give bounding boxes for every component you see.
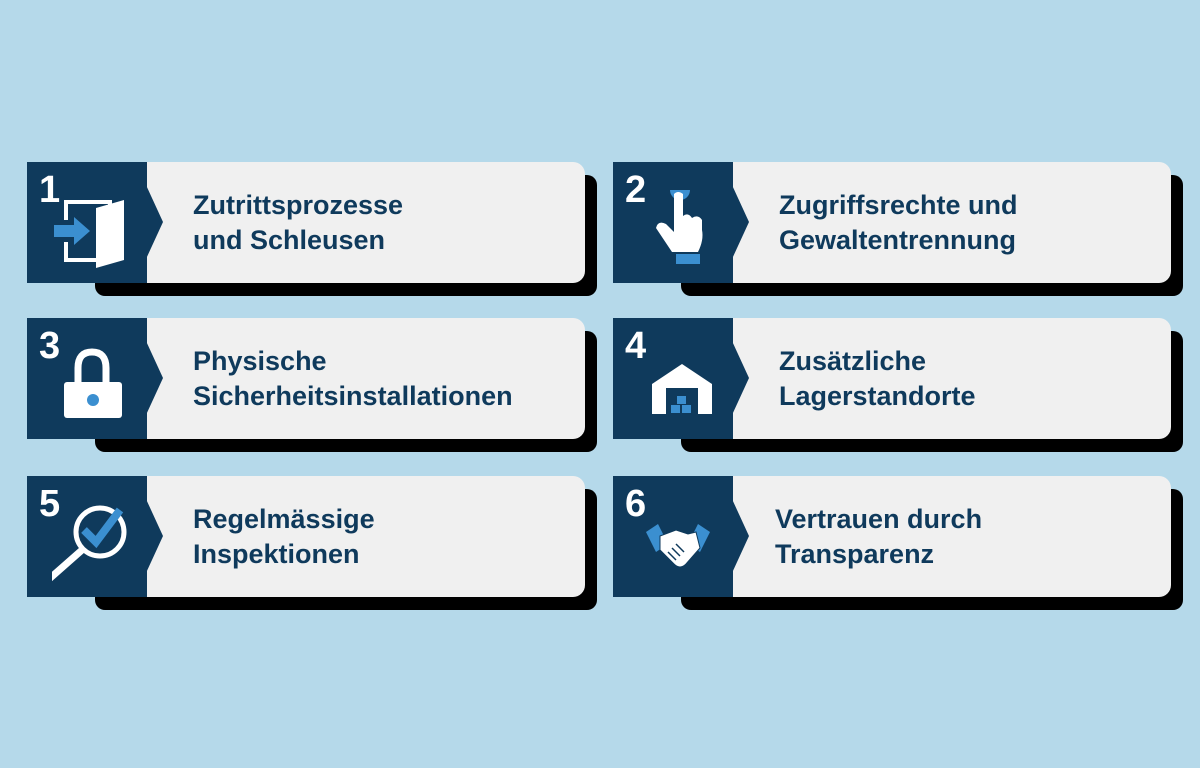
item-card-2: 2 Zugriffsrechte und Gewaltentrennung <box>613 162 1183 296</box>
item-number: 5 <box>39 483 61 525</box>
item-number: 6 <box>625 483 647 525</box>
pointing-hand-icon <box>656 190 703 264</box>
card-panel <box>147 162 585 283</box>
item-label: Vertrauen durch Transparenz <box>775 476 982 597</box>
item-label: Zusätzliche Lagerstandorte <box>779 318 976 439</box>
item-card-5: 5 Regelmässige Inspektionen <box>27 476 597 610</box>
card-panel <box>733 162 1171 283</box>
warehouse-icon <box>652 364 712 414</box>
arrow-tip <box>732 341 749 415</box>
arrow-tip <box>146 185 163 259</box>
item-label: Regelmässige Inspektionen <box>193 476 375 597</box>
label-line-2: Lagerstandorte <box>779 380 976 411</box>
item-label: Zutrittsprozesse und Schleusen <box>193 162 403 283</box>
item-number: 4 <box>625 325 647 367</box>
item-number: 1 <box>39 169 61 211</box>
arrow-tip <box>146 499 163 573</box>
card-panel <box>733 318 1171 439</box>
item-card-6: 6 Vertrauen durch Transparenz <box>613 476 1183 610</box>
arrow-tip <box>732 499 749 573</box>
label-line-1: Zutrittsprozesse <box>193 189 404 220</box>
label-line-2: und Schleusen <box>193 224 386 255</box>
label-line-1: Zusätzliche <box>779 345 927 376</box>
label-line-1: Regelmässige <box>193 503 375 534</box>
card-panel <box>147 318 585 439</box>
arrow-tip <box>732 185 749 259</box>
door-enter-icon <box>54 200 124 268</box>
icon-box <box>27 162 147 283</box>
icon-box <box>27 318 147 439</box>
handshake-icon <box>646 524 710 568</box>
label-line-1: Vertrauen durch <box>775 503 983 534</box>
label-line-1: Zugriffsrechte und <box>779 189 1018 220</box>
item-number: 3 <box>39 325 61 367</box>
icon-box <box>613 162 733 283</box>
label-line-1: Physische <box>193 345 327 376</box>
item-number: 2 <box>625 169 647 211</box>
magnifier-check-icon <box>52 505 127 582</box>
label-line-2: Sicherheitsinstallationen <box>193 380 513 411</box>
padlock-icon <box>64 348 122 418</box>
item-card-4: 4 Zusätzliche Lagerstandorte <box>613 318 1183 452</box>
label-line-2: Inspektionen <box>193 538 360 569</box>
arrow-tip <box>146 341 163 415</box>
card-panel <box>147 476 585 597</box>
label-line-2: Gewaltentrennung <box>779 224 1017 255</box>
item-label: Zugriffsrechte und Gewaltentrennung <box>779 162 1018 283</box>
item-label: Physische Sicherheitsinstallationen <box>193 318 513 439</box>
item-card-3: 3 Physische Sicherheitsinstallationen <box>27 318 597 452</box>
item-card-1: 1 Zutrittsprozesse und Schleusen <box>27 162 597 296</box>
label-line-2: Transparenz <box>775 538 935 569</box>
card-panel <box>733 476 1171 597</box>
